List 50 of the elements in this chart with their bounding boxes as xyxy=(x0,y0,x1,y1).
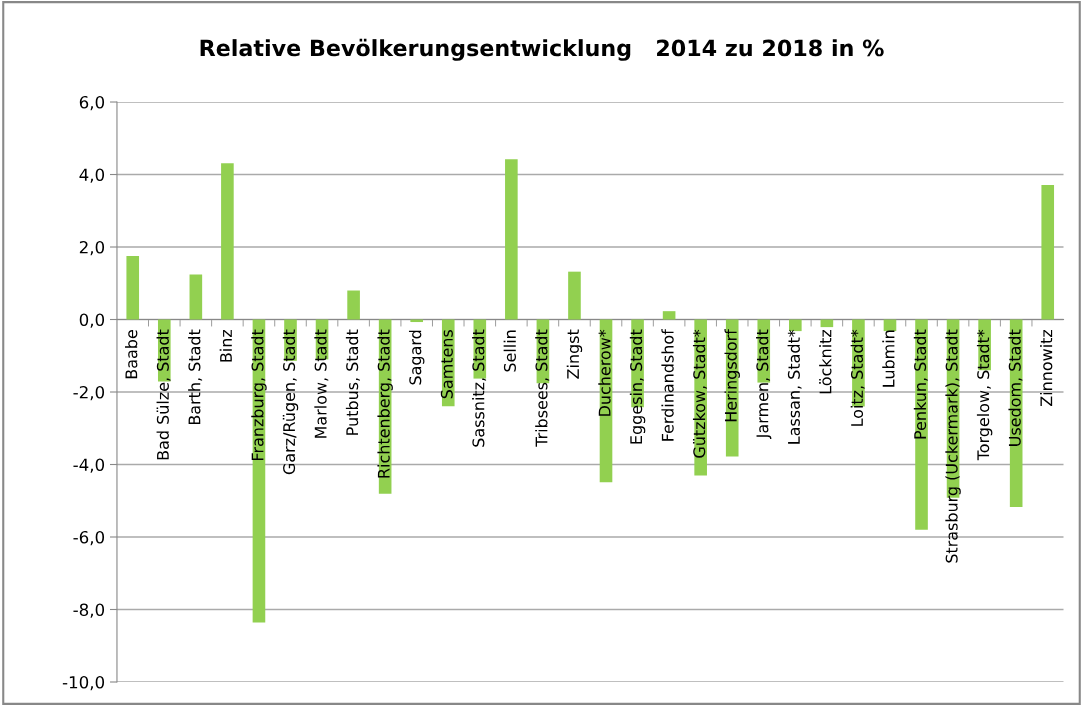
x-tick-label: Ducherow* xyxy=(598,329,611,416)
x-tick-label: Usedom, Stadt xyxy=(1008,329,1023,446)
bar xyxy=(189,274,203,320)
bar xyxy=(883,319,897,332)
chart-title: Relative Bevölkerungsentwicklung 2014 zu 2018 in % xyxy=(200,38,884,61)
bar xyxy=(568,271,581,320)
x-tick-label: Sagard xyxy=(408,330,425,385)
bar xyxy=(126,256,140,320)
bar xyxy=(347,290,360,320)
x-tick-label: Strasburg (Uckermark), Stadt xyxy=(945,329,961,563)
y-tick-label: -2,0 xyxy=(73,385,105,401)
x-tick-label: Bad Sülze, Stadt xyxy=(156,329,171,460)
bar xyxy=(789,319,802,332)
bar xyxy=(221,163,234,320)
y-tick-label: -6,0 xyxy=(73,530,105,546)
y-tick-label: 0,0 xyxy=(79,313,105,328)
x-tick-label: Jarmen, Stadt xyxy=(756,329,772,440)
x-tick-label: Zingst xyxy=(566,329,583,379)
bar xyxy=(505,159,518,320)
x-tick-label: Gützkow, Stadt* xyxy=(692,329,707,458)
y-tick-label: 4,0 xyxy=(79,168,105,183)
x-tick-label: Putbus, Stadt xyxy=(345,329,360,435)
x-tick-label: Barth, Stadt xyxy=(188,329,203,425)
y-tick-label: -10,0 xyxy=(62,675,105,691)
x-tick-label: Richtenberg, Stadt xyxy=(377,329,393,478)
x-tick-label: Sassnitz, Stadt xyxy=(472,329,487,447)
x-tick-label: Franzburg, Stadt xyxy=(251,329,267,460)
x-tick-label: Lubmin xyxy=(882,330,895,387)
x-tick-label: Heringsdorf xyxy=(724,328,740,422)
x-tick-label: Baabe xyxy=(125,330,138,379)
x-tick-label: Binz xyxy=(219,329,232,362)
x-tick-label: Sellin xyxy=(503,330,516,372)
y-tick-label: -8,0 xyxy=(73,603,105,618)
bar xyxy=(662,311,676,320)
x-tick-label: Samtens xyxy=(440,330,453,399)
x-tick-label: Penkun, Stadt xyxy=(913,329,928,439)
x-tick-label: Ferdinandshof xyxy=(661,328,674,441)
x-tick-label: Zinnowitz xyxy=(1040,329,1053,407)
x-tick-label: Torgelow, Stadt* xyxy=(976,329,993,461)
y-tick-label: -4,0 xyxy=(73,458,105,473)
x-tick-label: Löcknitz xyxy=(819,329,832,394)
x-tick-label: Eggesin, Stadt xyxy=(629,329,646,444)
x-tick-label: Garz/Rügen, Stadt xyxy=(282,329,299,475)
x-tick-label: Loitz, Stadt* xyxy=(850,329,865,426)
x-tick-label: Lassan, Stadt* xyxy=(787,329,802,444)
bar xyxy=(1041,185,1055,320)
x-tick-label: Marlow, Stadt xyxy=(314,329,329,438)
y-tick-label: 6,0 xyxy=(79,95,105,111)
x-tick-label: Tribsees, Stadt xyxy=(535,329,550,447)
y-tick-label: 2,0 xyxy=(79,240,105,256)
